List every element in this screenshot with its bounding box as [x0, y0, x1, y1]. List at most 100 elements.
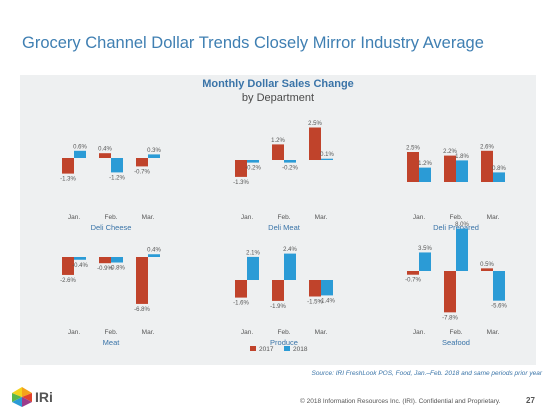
- source-note: Source: IRI FreshLook POS, Food, Jan.–Fe…: [311, 370, 542, 377]
- bar-seafood-2018-feb: [456, 228, 468, 271]
- department-charts: -1.3% 0.6% Jan. 0.4% -1.2% Feb. -0.7% 0.3% Mar. D…: [60, 121, 507, 353]
- tick-label: Mar.: [315, 329, 328, 336]
- chart-panel: Monthly Dollar Sales Change by Departmen…: [20, 75, 536, 365]
- data-label: 2.5%: [406, 146, 420, 152]
- chart-title: Monthly Dollar Sales Change: [202, 78, 354, 90]
- bar-produce-2017-feb: [272, 280, 284, 301]
- department-title: Deli Meat: [268, 223, 301, 232]
- data-label: 1.2%: [418, 161, 432, 167]
- bar-produce-2018-jan: [247, 256, 259, 280]
- bar-deli-cheese-2018-feb: [111, 158, 123, 173]
- bar-meat-2017-mar: [136, 257, 148, 304]
- department-title: Produce: [270, 338, 298, 347]
- tick-label: Feb.: [277, 214, 290, 221]
- data-label: -1.3%: [60, 177, 76, 183]
- data-label: -2.6%: [60, 278, 76, 284]
- data-label: 0.1%: [320, 152, 334, 158]
- data-label: -7.8%: [442, 315, 458, 321]
- data-label: -1.3%: [233, 180, 249, 186]
- bar-deli-meat-2018-jan: [247, 160, 259, 163]
- tick-label: Mar.: [487, 329, 500, 336]
- tick-label: Mar.: [315, 214, 328, 221]
- data-label: -0.7%: [134, 169, 150, 175]
- bar-meat-2017-feb: [99, 257, 111, 264]
- data-label: 2.5%: [308, 121, 322, 127]
- data-label: -1.4%: [319, 298, 335, 304]
- bar-deli-meat-2017-jan: [235, 160, 247, 177]
- tick-label: Jan.: [68, 329, 80, 336]
- tick-label: Mar.: [142, 214, 155, 221]
- chart-subtitle: by Department: [241, 92, 315, 104]
- bar-deli-prepared-2018-feb: [456, 160, 468, 182]
- page-title: Grocery Channel Dollar Trends Closely Mi…: [22, 34, 484, 52]
- department-title: Deli Cheese: [91, 223, 132, 232]
- bar-deli-prepared-2018-jan: [419, 167, 431, 182]
- bar-produce-2018-mar: [321, 280, 333, 296]
- data-label: 1.2%: [271, 138, 285, 144]
- data-label: 0.5%: [480, 262, 494, 268]
- bar-meat-2018-mar: [148, 254, 160, 257]
- bar-seafood-2017-mar: [481, 268, 493, 271]
- data-label: -0.2%: [245, 166, 261, 172]
- page-number: 27: [526, 396, 535, 405]
- bar-meat-2018-feb: [111, 257, 123, 263]
- bar-deli-cheese-2018-mar: [148, 154, 160, 158]
- data-label: 2.2%: [443, 149, 457, 155]
- data-label: 8.0%: [455, 222, 469, 228]
- data-label: 3.5%: [418, 246, 432, 252]
- bar-deli-prepared-2017-feb: [444, 155, 456, 182]
- tick-label: Jan.: [413, 329, 425, 336]
- tick-label: Mar.: [487, 214, 500, 221]
- tick-label: Feb.: [277, 329, 290, 336]
- bar-deli-meat-2017-feb: [272, 144, 284, 160]
- bar-seafood-2017-feb: [444, 271, 456, 313]
- legend-label: 2017: [259, 346, 274, 353]
- tick-label: Jan.: [241, 214, 253, 221]
- legend-swatch-2017: [250, 346, 256, 351]
- bar-seafood-2018-mar: [493, 271, 505, 301]
- bar-seafood-2018-jan: [419, 252, 431, 271]
- data-label: -1.5%: [307, 300, 323, 306]
- data-label: 2.1%: [246, 250, 260, 256]
- data-label: 0.3%: [147, 148, 161, 154]
- data-label: 0.4%: [98, 147, 112, 153]
- tick-label: Feb.: [449, 329, 462, 336]
- data-label: -0.4%: [72, 263, 88, 269]
- iri-logo-text: IRi: [35, 389, 53, 405]
- legend-swatch-2018: [284, 346, 290, 351]
- iri-logo: IRi: [12, 384, 64, 410]
- bar-deli-meat-2018-mar: [321, 158, 333, 160]
- data-label: 1.8%: [455, 154, 469, 160]
- tick-label: Feb.: [449, 214, 462, 221]
- department-title: Seafood: [442, 338, 470, 347]
- data-label: -1.9%: [270, 304, 286, 310]
- legend-label: 2018: [293, 346, 308, 353]
- bar-meat-2017-jan: [62, 257, 74, 275]
- bar-deli-meat-2018-feb: [284, 160, 296, 163]
- bar-seafood-2017-jan: [407, 271, 419, 275]
- tick-label: Jan.: [68, 214, 80, 221]
- tick-label: Feb.: [104, 329, 117, 336]
- data-label: -0.8%: [109, 266, 125, 272]
- data-label: -0.7%: [405, 278, 421, 284]
- tick-label: Jan.: [241, 329, 253, 336]
- department-title: Deli Prepared: [433, 223, 479, 232]
- tick-label: Mar.: [142, 329, 155, 336]
- data-label: -5.6%: [491, 304, 507, 310]
- data-label: -0.2%: [282, 166, 298, 172]
- data-label: 0.8%: [492, 166, 506, 172]
- data-label: -1.2%: [109, 175, 125, 181]
- bar-produce-2017-jan: [235, 280, 247, 298]
- data-label: -1.6%: [233, 301, 249, 307]
- tick-label: Jan.: [413, 214, 425, 221]
- data-label: 0.4%: [147, 248, 161, 254]
- bar-deli-cheese-2017-jan: [62, 158, 74, 174]
- iri-logo-mark-icon: [12, 387, 32, 407]
- bar-deli-prepared-2017-jan: [407, 152, 419, 182]
- footer-copyright: © 2018 Information Resources Inc. (IRI).…: [300, 398, 501, 405]
- data-label: 2.6%: [480, 144, 494, 150]
- data-label: 0.6%: [73, 144, 87, 150]
- bar-produce-2018-feb: [284, 253, 296, 280]
- tick-label: Feb.: [104, 214, 117, 221]
- data-label: 2.4%: [283, 247, 297, 253]
